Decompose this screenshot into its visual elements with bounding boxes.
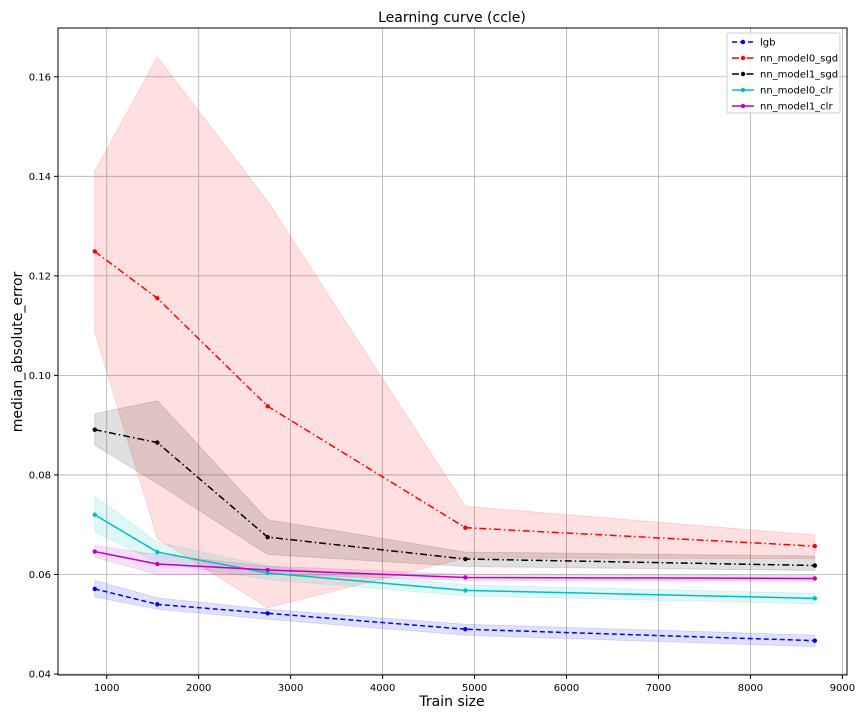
band-nn_model0_sgd	[94, 55, 816, 609]
legend-marker-lgb	[740, 39, 746, 45]
point-lgb	[812, 638, 818, 643]
point-nn_model1_clr	[265, 567, 270, 573]
chart-title: Learning curve (ccle)	[378, 10, 526, 26]
legend-label: nn_model1_clr	[760, 102, 833, 113]
x-axis-title: Train size	[418, 694, 484, 710]
point-nn_model0_clr	[812, 596, 818, 601]
axes-frame	[57, 27, 848, 676]
point-nn_model1_clr	[92, 549, 97, 554]
point-nn_model1_sgd	[812, 563, 818, 568]
point-nn_model0_sgd	[92, 249, 97, 254]
y-tick-label: 0.14	[29, 172, 51, 183]
point-nn_model1_sgd	[92, 427, 97, 432]
x-tick-label: 1000	[94, 683, 119, 694]
point-nn_model0_clr	[155, 549, 160, 555]
point-nn_model0_sgd	[812, 543, 818, 549]
point-nn_model1_clr	[463, 575, 468, 580]
point-lgb	[265, 611, 270, 616]
band-nn_model1_clr	[94, 545, 816, 582]
band-nn_model0_clr	[94, 495, 816, 605]
legend: lgb nn_model0_sgd nn_model1_sgd nn_model0_c…	[726, 32, 841, 114]
legend-box	[726, 32, 841, 114]
point-nn_model1_clr	[155, 561, 160, 567]
legend-label: lgb	[760, 38, 775, 49]
legend-label: nn_model1_sgd	[760, 70, 838, 81]
series-line-lgb	[94, 588, 815, 642]
point-lgb	[92, 586, 97, 592]
x-tick-label: 8000	[738, 683, 763, 694]
y-tick-label: 0.12	[29, 271, 51, 282]
point-lgb	[155, 602, 160, 607]
y-tick-label: 0.08	[29, 470, 51, 481]
x-tick-label: 3000	[278, 683, 303, 694]
point-nn_model1_sgd	[265, 534, 270, 540]
y-tick-label: 0.04	[29, 670, 51, 681]
band-lgb	[94, 579, 816, 648]
y-axis-title: median_absolute_error	[10, 271, 26, 432]
y-tick-label: 0.06	[29, 570, 51, 581]
point-nn_model1_sgd	[463, 556, 468, 562]
x-tick-label: 2000	[186, 683, 211, 694]
legend-marker-nn_model0_clr	[740, 87, 746, 93]
point-nn_model0_sgd	[265, 404, 270, 409]
y-tick-label: 0.10	[29, 371, 51, 382]
x-tick-label: 6000	[554, 683, 579, 694]
point-nn_model1_clr	[812, 576, 818, 581]
x-tick-label: 4000	[370, 683, 395, 694]
legend-marker-nn_model0_sgd	[740, 55, 746, 61]
legend-marker-nn_model1_clr	[740, 103, 746, 109]
legend-label: nn_model0_sgd	[760, 54, 838, 65]
legend-label: nn_model0_clr	[760, 86, 833, 97]
y-tick-label: 0.16	[29, 72, 51, 83]
x-tick-label: 9000	[830, 683, 855, 694]
plot-area: 1000 2000 3000 4000 5000 6000 7000 8000 9000 0.04…	[29, 27, 855, 694]
point-nn_model0_sgd	[155, 296, 160, 301]
point-nn_model0_clr	[463, 588, 468, 593]
legend-marker-nn_model1_sgd	[740, 71, 746, 77]
point-nn_model0_sgd	[463, 525, 468, 530]
point-nn_model1_sgd	[155, 440, 160, 445]
point-nn_model0_clr	[92, 512, 97, 517]
x-tick-label: 5000	[462, 683, 487, 694]
x-tick-label: 7000	[646, 683, 671, 694]
band-nn_model1_sgd	[94, 400, 816, 571]
point-lgb	[463, 627, 468, 632]
